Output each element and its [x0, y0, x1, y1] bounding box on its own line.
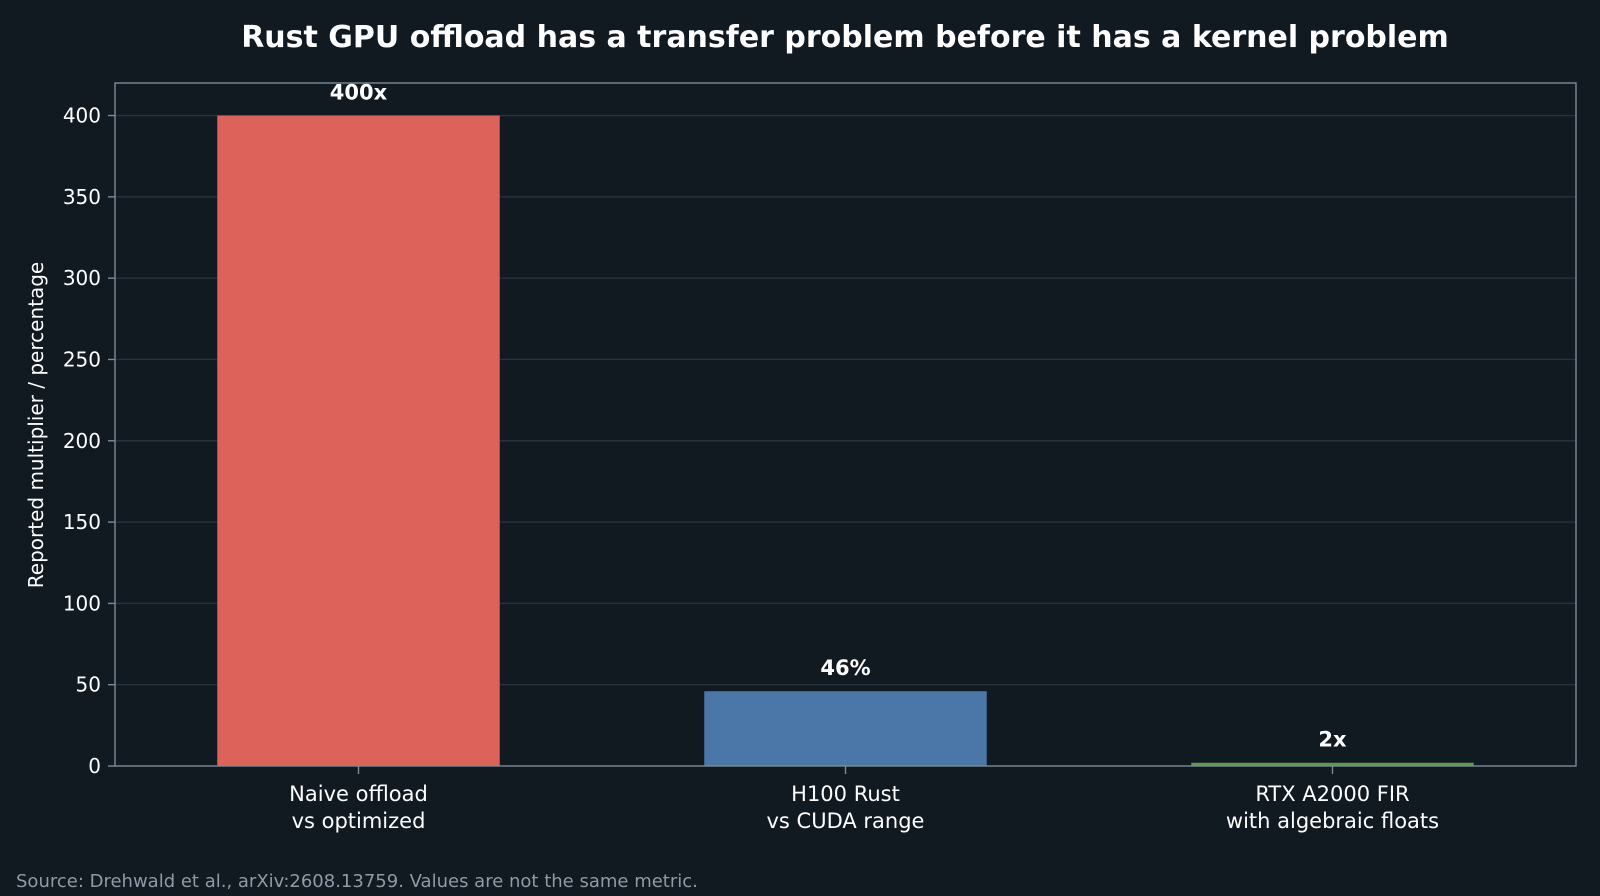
x-category-label: H100 Rust [791, 782, 900, 806]
data-label-2: 46% [820, 656, 870, 680]
x-category-label: Naive offload [289, 782, 428, 806]
y-tick-label: 0 [88, 754, 101, 778]
bar-2 [704, 691, 987, 766]
data-label-3: 2x [1318, 728, 1347, 752]
source-note: Source: Drehwald et al., arXiv:2608.1375… [16, 871, 698, 892]
bar-3 [1191, 762, 1474, 766]
x-category-label: vs optimized [292, 809, 426, 833]
x-category-label: vs CUDA range [767, 809, 925, 833]
x-category-label: RTX A2000 FIR [1255, 782, 1409, 806]
plot-area: 0 50 100 150 200 250 300 350 400 400x Naive offloa… [63, 81, 1577, 833]
bar-1 [217, 115, 500, 767]
y-tick-label: 100 [63, 591, 101, 615]
y-tick-label: 250 [63, 347, 101, 371]
chart-title: Rust GPU offload has a transfer problem … [241, 20, 1449, 55]
y-tick-label: 150 [63, 510, 101, 534]
data-label-1: 400x [330, 81, 388, 105]
x-category-label: with algebraic floats [1226, 809, 1439, 833]
y-tick-label: 400 [63, 104, 101, 128]
y-tick-label: 300 [63, 266, 101, 290]
y-axis-label: Reported multiplier / percentage [24, 262, 48, 588]
plot-frame [114, 82, 1577, 767]
y-tick-label: 50 [76, 673, 101, 697]
y-tick-label: 350 [63, 185, 101, 209]
y-tick-label: 200 [63, 429, 101, 453]
